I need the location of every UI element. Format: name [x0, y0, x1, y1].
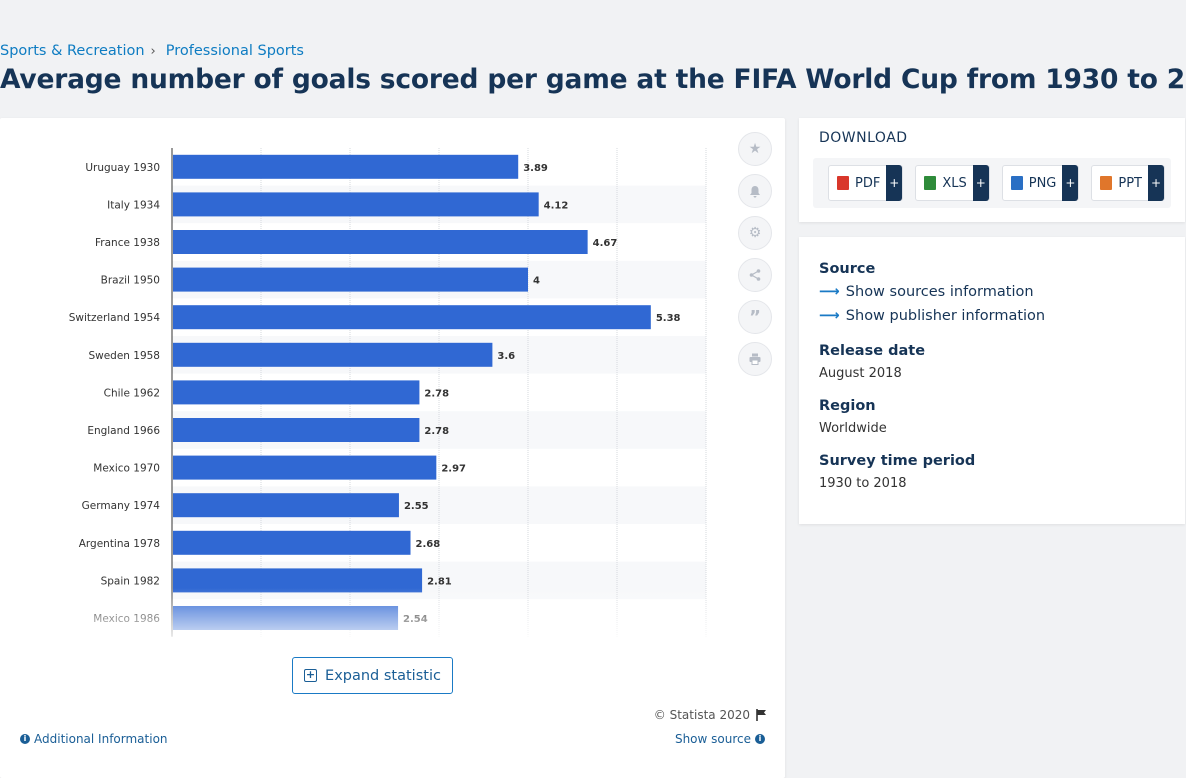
- bar: [173, 305, 651, 330]
- bar: [173, 154, 519, 179]
- info-icon: i: [755, 734, 765, 744]
- download-buttons: PDF + XLS + PNG + PPT +: [813, 158, 1171, 208]
- survey-period-value: 1930 to 2018: [819, 476, 907, 491]
- show-publisher-label: Show publisher information: [845, 308, 1046, 324]
- arrow-right-icon: ⟶: [819, 284, 840, 300]
- category-label: Brazil 1950: [101, 275, 160, 287]
- download-png-button[interactable]: PNG +: [1001, 165, 1080, 201]
- category-label: England 1966: [87, 425, 160, 437]
- bar: [173, 267, 528, 292]
- download-xls-label: XLS: [942, 175, 967, 191]
- category-label: Argentina 1978: [79, 538, 160, 550]
- copyright: © Statista 2020: [654, 708, 767, 722]
- png-file-icon: [1010, 176, 1023, 190]
- source-card: Source ⟶ Show sources information ⟶ Show…: [799, 237, 1185, 524]
- download-ppt-button[interactable]: PPT +: [1091, 165, 1165, 201]
- release-date-value: August 2018: [819, 366, 902, 381]
- category-label: Switzerland 1954: [69, 312, 161, 324]
- breadcrumb-item-professional[interactable]: Professional Sports: [165, 43, 304, 59]
- category-label: Mexico 1970: [93, 463, 160, 475]
- show-source-link[interactable]: Show source i: [675, 732, 765, 746]
- data-label: 3.6: [497, 351, 515, 362]
- print-icon[interactable]: [738, 342, 772, 376]
- survey-period-label: Survey time period: [819, 453, 976, 469]
- source-label: Source: [819, 261, 876, 277]
- download-pdf-label: PDF: [855, 175, 881, 191]
- info-icon: i: [20, 734, 30, 744]
- bar: [173, 230, 588, 254]
- plus-icon: +: [972, 165, 989, 201]
- data-label: 2.97: [441, 464, 466, 475]
- category-label: France 1938: [95, 237, 160, 249]
- data-label: 2.78: [424, 426, 449, 437]
- expand-icon: +: [304, 668, 318, 682]
- expand-statistic-button[interactable]: + Expand statistic: [292, 657, 453, 694]
- show-source-label: Show source: [674, 732, 751, 746]
- plus-icon: +: [1062, 165, 1079, 201]
- category-label: Spain 1982: [101, 575, 160, 587]
- bar: [173, 493, 399, 518]
- arrow-right-icon: ⟶: [819, 308, 840, 324]
- chart-fade: [0, 588, 720, 638]
- breadcrumb-item-sports[interactable]: Sports & Recreation: [0, 43, 145, 59]
- bar: [173, 418, 420, 442]
- download-png-label: PNG: [1028, 175, 1057, 191]
- category-label: Chile 1962: [104, 387, 160, 399]
- data-label: 2.81: [427, 576, 452, 587]
- data-label: 2.78: [424, 388, 449, 399]
- breadcrumb: Sports & Recreation › Professional Sport…: [0, 43, 304, 59]
- data-label: 4: [533, 276, 540, 287]
- xls-file-icon: [924, 176, 937, 190]
- plus-icon: +: [1148, 165, 1164, 201]
- bell-icon[interactable]: [738, 174, 772, 208]
- chart-card: Uruguay 1930 3.89 Italy 1934 4.12 France 193…: [0, 118, 785, 778]
- pdf-file-icon: [837, 176, 849, 190]
- category-label: Sweden 1958: [88, 350, 160, 362]
- share-icon[interactable]: [738, 258, 772, 292]
- category-label: Germany 1974: [82, 500, 161, 512]
- star-icon[interactable]: ★: [738, 132, 772, 166]
- bar-chart: Uruguay 1930 3.89 Italy 1934 4.12 France 193…: [69, 148, 707, 637]
- show-publisher-link[interactable]: ⟶ Show publisher information: [819, 308, 1045, 324]
- gear-icon[interactable]: ⚙: [738, 216, 772, 250]
- copyright-text: © Statista 2020: [653, 708, 750, 722]
- region-label: Region: [819, 398, 876, 414]
- plus-icon: +: [886, 165, 903, 201]
- show-sources-link[interactable]: ⟶ Show sources information: [819, 284, 1034, 300]
- show-sources-label: Show sources information: [845, 284, 1034, 300]
- breadcrumb-separator: ›: [150, 43, 156, 59]
- ppt-file-icon: [1100, 176, 1113, 190]
- download-card: DOWNLOAD PDF + XLS + PNG + PPT +: [799, 118, 1185, 222]
- bar: [173, 530, 411, 555]
- download-title: DOWNLOAD: [819, 130, 908, 146]
- download-xls-button[interactable]: XLS +: [915, 165, 990, 201]
- bar: [173, 455, 437, 480]
- data-label: 4.12: [544, 200, 569, 211]
- data-label: 2.68: [416, 539, 441, 550]
- data-label: 2.55: [404, 501, 429, 512]
- chart-toolbar: ★ ⚙ ”: [738, 132, 772, 384]
- download-ppt-label: PPT: [1118, 175, 1142, 191]
- data-label: 4.67: [593, 238, 618, 249]
- flag-icon[interactable]: [756, 709, 767, 721]
- release-date-label: Release date: [819, 343, 926, 359]
- quote-icon[interactable]: ”: [738, 300, 772, 334]
- download-pdf-button[interactable]: PDF +: [828, 165, 904, 201]
- bar: [173, 342, 493, 367]
- category-label: Italy 1934: [107, 199, 160, 211]
- additional-info-label: Additional Information: [34, 732, 168, 746]
- region-value: Worldwide: [819, 421, 887, 436]
- bar: [173, 192, 539, 217]
- data-label: 3.89: [523, 163, 548, 174]
- page-title: Average number of goals scored per game …: [0, 64, 1186, 95]
- category-label: Uruguay 1930: [85, 162, 160, 174]
- data-label: 5.38: [656, 313, 681, 324]
- expand-label: Expand statistic: [325, 667, 441, 684]
- additional-info-link[interactable]: i Additional Information: [20, 732, 168, 746]
- bar: [173, 380, 420, 405]
